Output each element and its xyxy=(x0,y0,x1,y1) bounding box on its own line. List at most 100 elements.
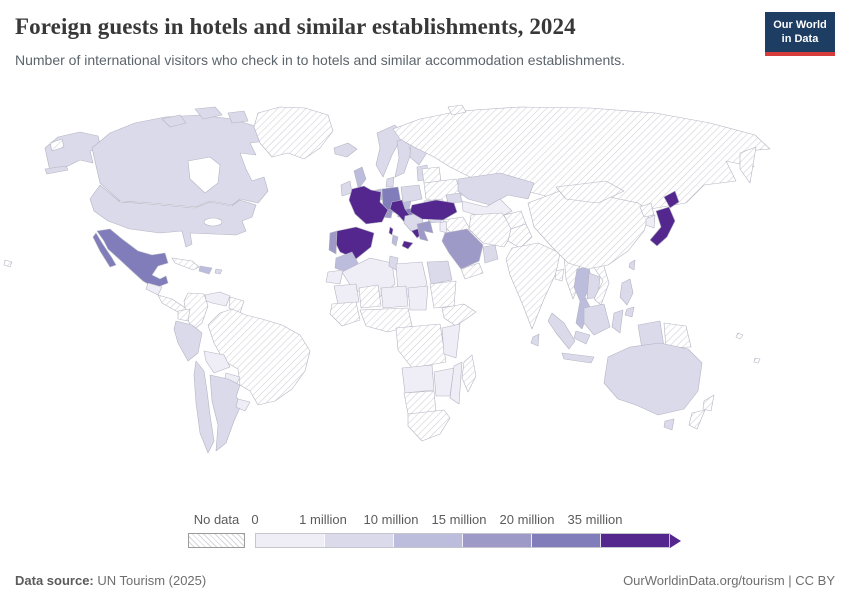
country-sicily[interactable] xyxy=(401,240,414,250)
country-north-korea[interactable] xyxy=(639,202,655,218)
country-aleutians[interactable] xyxy=(44,165,69,175)
country-mauritania[interactable] xyxy=(333,283,360,305)
country-south-africa[interactable] xyxy=(407,409,451,442)
country-taiwan[interactable] xyxy=(628,259,636,271)
country-norway[interactable] xyxy=(375,124,404,178)
country-tasmania[interactable] xyxy=(663,418,675,431)
owid-logo-line1: Our World xyxy=(773,19,827,31)
country-kamchatka[interactable] xyxy=(739,146,757,184)
country-bangladesh[interactable] xyxy=(554,268,565,282)
country-philippines-south[interactable] xyxy=(624,306,635,318)
country-puerto-rico[interactable] xyxy=(214,268,223,275)
legend-bin[interactable] xyxy=(256,534,324,547)
country-argentina[interactable] xyxy=(209,374,243,452)
legend-bin[interactable] xyxy=(393,534,462,547)
country-saudi-arabia[interactable] xyxy=(441,228,484,270)
country-hispaniola[interactable] xyxy=(198,265,213,275)
country-mali[interactable] xyxy=(358,284,382,309)
country-pakistan[interactable] xyxy=(507,223,533,249)
legend-bin[interactable] xyxy=(600,534,669,547)
country-arctic-island-3[interactable] xyxy=(227,110,249,124)
country-bolivia[interactable] xyxy=(203,350,231,374)
country-portugal[interactable] xyxy=(328,230,338,255)
country-peru[interactable] xyxy=(173,320,203,362)
country-new-zealand-north[interactable] xyxy=(702,394,715,412)
country-sulawesi[interactable] xyxy=(611,309,624,334)
country-venezuela[interactable] xyxy=(204,291,231,307)
country-malaysia[interactable] xyxy=(573,330,591,345)
country-niger[interactable] xyxy=(380,285,409,309)
legend-no-data-block: No data xyxy=(188,512,245,548)
country-tunisia[interactable] xyxy=(388,255,399,271)
country-svalbard[interactable] xyxy=(447,104,467,116)
country-madagascar[interactable] xyxy=(461,354,477,393)
country-east-africa[interactable] xyxy=(441,323,461,359)
country-india[interactable] xyxy=(505,242,561,330)
country-turkey[interactable] xyxy=(409,199,458,221)
country-denmark[interactable] xyxy=(385,176,395,188)
country-western-sahara[interactable] xyxy=(325,269,344,285)
country-sudan[interactable] xyxy=(429,280,457,309)
country-france[interactable] xyxy=(348,185,389,225)
country-spain[interactable] xyxy=(333,226,375,260)
country-namibia-botswana[interactable] xyxy=(403,390,437,415)
country-pacific-islands-2[interactable] xyxy=(753,357,761,364)
country-iran[interactable] xyxy=(468,212,515,248)
legend-bin[interactable] xyxy=(324,534,393,547)
country-cuba[interactable] xyxy=(171,257,200,271)
country-philippines-north[interactable] xyxy=(619,278,634,306)
country-poland[interactable] xyxy=(400,184,423,204)
country-sri-lanka[interactable] xyxy=(530,333,540,347)
country-ireland[interactable] xyxy=(340,180,353,197)
country-uae-oman[interactable] xyxy=(482,244,499,264)
legend-bin[interactable] xyxy=(531,534,600,547)
hudson-bay xyxy=(187,156,221,194)
country-greenland[interactable] xyxy=(253,106,334,160)
legend-no-data-swatch[interactable] xyxy=(188,533,245,548)
country-java[interactable] xyxy=(561,352,595,364)
country-mozambique[interactable] xyxy=(449,361,463,405)
country-japan-hokkaido[interactable] xyxy=(663,190,680,209)
country-borneo[interactable] xyxy=(583,303,611,336)
country-israel-jordan[interactable] xyxy=(439,220,448,234)
country-chile[interactable] xyxy=(193,360,215,454)
country-central-africa[interactable] xyxy=(395,323,447,369)
country-papua-new-guinea[interactable] xyxy=(663,322,692,349)
country-uruguay[interactable] xyxy=(235,398,251,412)
owid-logo[interactable]: Our World in Data xyxy=(765,12,835,56)
country-horn-africa[interactable] xyxy=(441,303,477,327)
country-mexico[interactable] xyxy=(96,228,169,289)
country-mongolia[interactable] xyxy=(555,180,625,204)
country-belarus[interactable] xyxy=(421,166,442,184)
country-chad[interactable] xyxy=(407,285,429,311)
country-canada[interactable] xyxy=(91,114,269,208)
country-colombia[interactable] xyxy=(183,292,209,332)
country-australia[interactable] xyxy=(603,342,703,416)
legend-no-data-label: No data xyxy=(193,512,240,527)
country-south-korea[interactable] xyxy=(645,214,656,229)
country-new-zealand-south[interactable] xyxy=(688,409,706,430)
country-angola[interactable] xyxy=(401,364,435,394)
country-arctic-island-2[interactable] xyxy=(194,106,223,120)
country-west-africa[interactable] xyxy=(329,301,361,327)
country-japan-honshu[interactable] xyxy=(649,206,676,247)
country-caucasus[interactable] xyxy=(445,192,463,204)
country-chukotka-islands[interactable] xyxy=(49,138,65,152)
country-sardinia[interactable] xyxy=(391,234,399,247)
country-brazil[interactable] xyxy=(207,308,311,406)
country-corsica[interactable] xyxy=(388,226,394,236)
country-usa[interactable] xyxy=(89,184,257,248)
country-iceland[interactable] xyxy=(333,142,358,158)
country-kazakhstan[interactable] xyxy=(457,172,535,206)
country-ecuador[interactable] xyxy=(177,308,191,322)
country-sumatra[interactable] xyxy=(547,312,576,350)
country-yemen[interactable] xyxy=(460,262,484,280)
legend-bin[interactable] xyxy=(462,534,531,547)
country-arctic-island-1[interactable] xyxy=(161,114,187,128)
country-mexico-baja[interactable] xyxy=(92,232,117,268)
country-pacific-islands-1[interactable] xyxy=(735,332,744,340)
country-egypt[interactable] xyxy=(426,260,453,285)
country-greece[interactable] xyxy=(416,220,434,242)
country-hawaii-islands[interactable] xyxy=(3,259,13,268)
